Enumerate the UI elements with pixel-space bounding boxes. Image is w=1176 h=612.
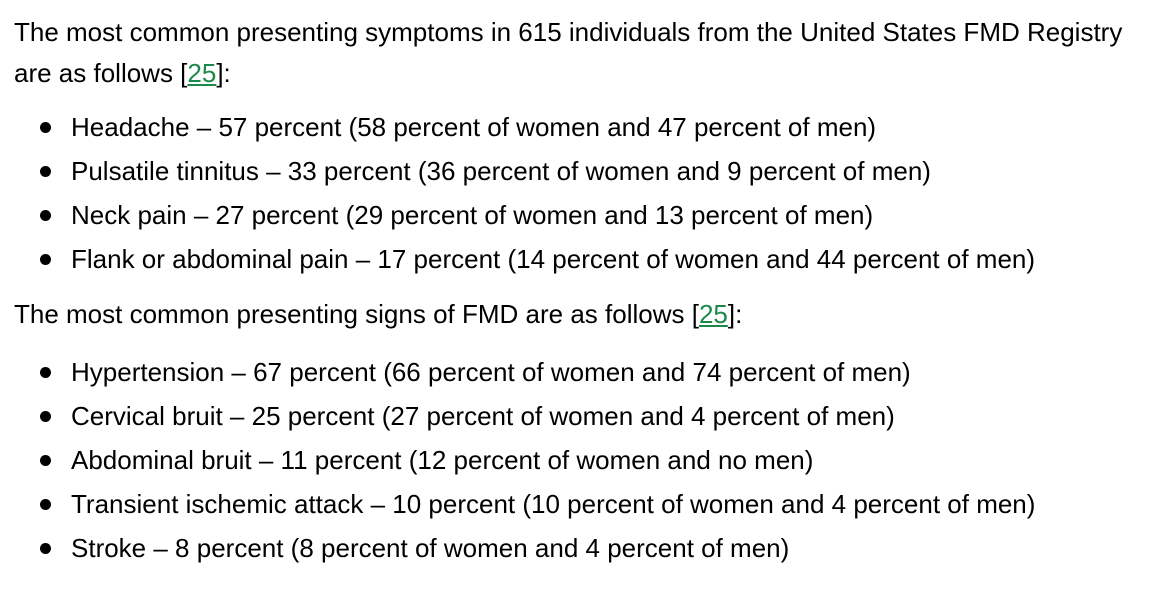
symptoms-list: Headache – 57 percent (58 percent of wom… <box>14 105 1162 281</box>
list-item-text: Cervical bruit – 25 percent (27 percent … <box>71 401 895 431</box>
reference-link-25[interactable]: 25 <box>698 299 728 329</box>
list-item: Headache – 57 percent (58 percent of wom… <box>14 105 1162 149</box>
bullet-icon <box>40 210 51 221</box>
signs-intro-paragraph: The most common presenting signs of FMD … <box>14 294 1162 335</box>
signs-list: Hypertension – 67 percent (66 percent of… <box>14 350 1162 570</box>
symptoms-intro-text: The most common presenting symptoms in 6… <box>14 17 1123 88</box>
bullet-icon <box>40 455 51 466</box>
symptoms-intro-paragraph: The most common presenting symptoms in 6… <box>14 12 1162 94</box>
bullet-icon <box>40 166 51 177</box>
bullet-icon <box>40 254 51 265</box>
list-item: Flank or abdominal pain – 17 percent (14… <box>14 237 1162 281</box>
list-item-text: Hypertension – 67 percent (66 percent of… <box>71 357 911 387</box>
reference-link-25[interactable]: 25 <box>187 58 217 88</box>
list-item: Stroke – 8 percent (8 percent of women a… <box>14 526 1162 570</box>
list-item: Neck pain – 27 percent (29 percent of wo… <box>14 193 1162 237</box>
list-item: Abdominal bruit – 11 percent (12 percent… <box>14 438 1162 482</box>
bullet-icon <box>40 122 51 133</box>
bullet-icon <box>40 367 51 378</box>
list-item: Hypertension – 67 percent (66 percent of… <box>14 350 1162 394</box>
bullet-icon <box>40 411 51 422</box>
list-item-text: Pulsatile tinnitus – 33 percent (36 perc… <box>71 156 931 186</box>
list-item-text: Transient ischemic attack – 10 percent (… <box>71 489 1036 519</box>
bullet-icon <box>40 499 51 510</box>
list-item-text: Abdominal bruit – 11 percent (12 percent… <box>71 445 814 475</box>
list-item: Cervical bruit – 25 percent (27 percent … <box>14 394 1162 438</box>
signs-intro-text: The most common presenting signs of FMD … <box>14 299 699 329</box>
list-item-text: Headache – 57 percent (58 percent of wom… <box>71 112 877 142</box>
list-item-text: Flank or abdominal pain – 17 percent (14… <box>71 244 1036 274</box>
list-item-text: Stroke – 8 percent (8 percent of women a… <box>71 533 790 563</box>
list-item: Pulsatile tinnitus – 33 percent (36 perc… <box>14 149 1162 193</box>
signs-intro-after: ]: <box>727 299 743 329</box>
bullet-icon <box>40 543 51 554</box>
list-item-text: Neck pain – 27 percent (29 percent of wo… <box>71 200 874 230</box>
symptoms-intro-after: ]: <box>216 58 231 88</box>
list-item: Transient ischemic attack – 10 percent (… <box>14 482 1162 526</box>
